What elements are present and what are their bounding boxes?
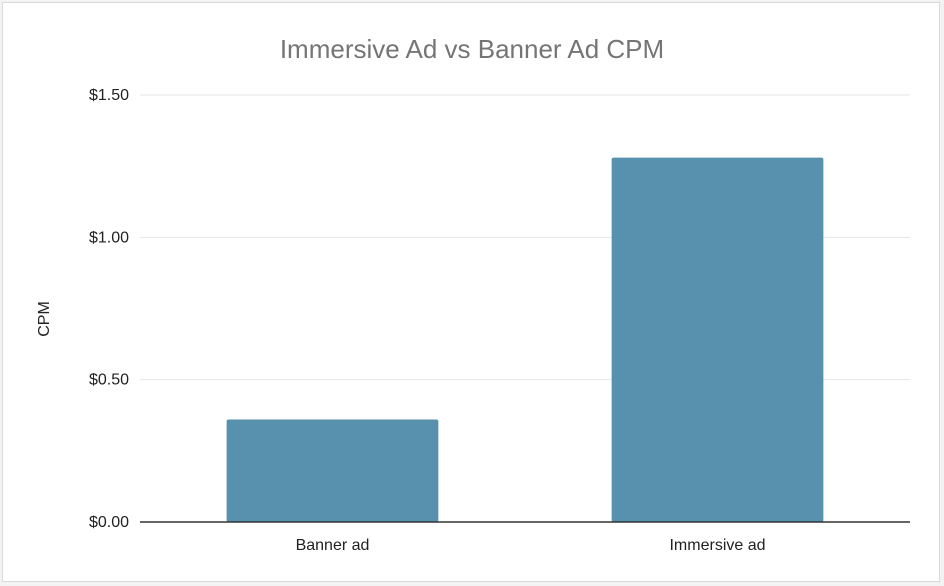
y-axis-title: CPM: [36, 301, 53, 337]
x-tick-label: Immersive ad: [669, 537, 765, 554]
x-axis-ticks: Banner ad Immersive ad: [296, 537, 766, 554]
y-tick-label: $0.00: [89, 514, 129, 531]
bar: [611, 157, 824, 523]
bars: [226, 157, 824, 523]
y-axis-ticks: $0.00 $0.50 $1.00 $1.50: [89, 87, 129, 531]
chart-title: Immersive Ad vs Banner Ad CPM: [280, 34, 664, 64]
y-tick-label: $1.00: [89, 229, 129, 246]
x-tick-label: Banner ad: [296, 537, 370, 554]
y-tick-label: $0.50: [89, 372, 129, 389]
bar: [226, 419, 439, 522]
y-tick-label: $1.50: [89, 87, 129, 104]
